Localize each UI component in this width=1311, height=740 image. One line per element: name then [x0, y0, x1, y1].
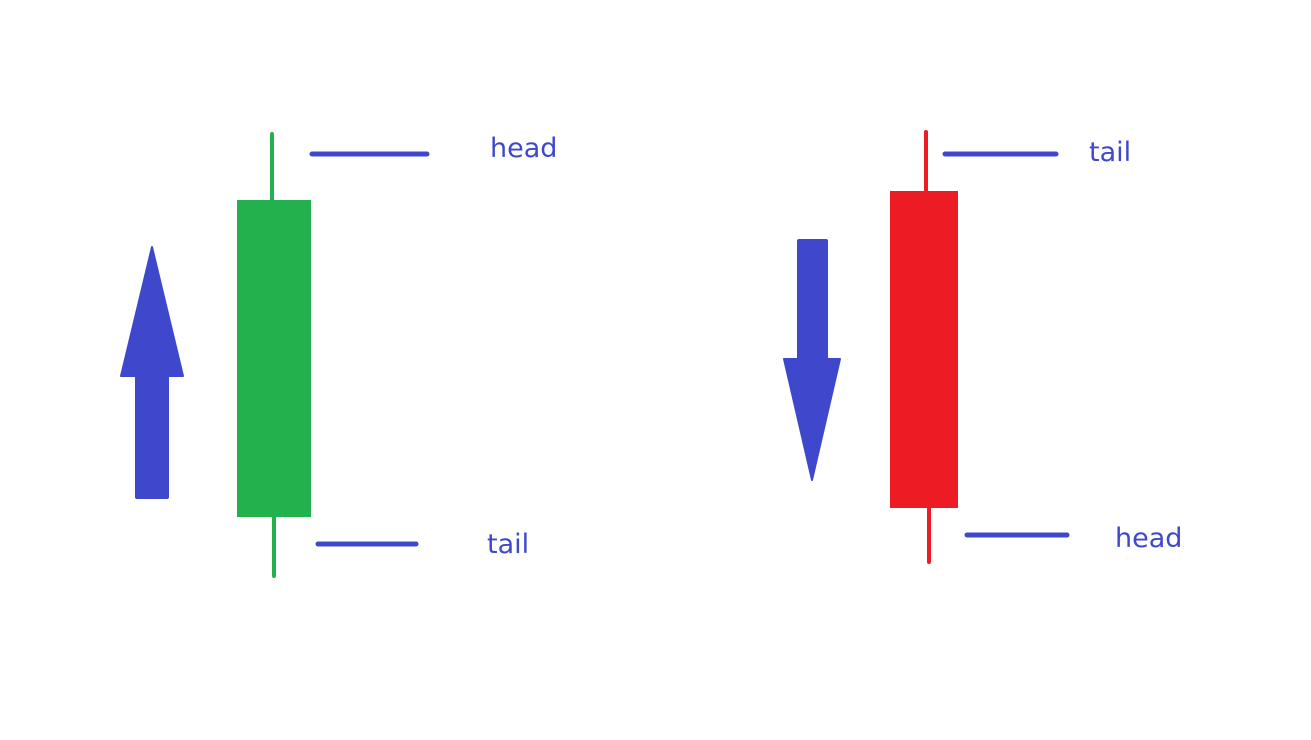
- bearish-candle-group: tail head: [783, 130, 1182, 564]
- green-candle: [237, 132, 311, 578]
- arrow-down-head: [783, 358, 841, 481]
- bullish-head-label: head: [490, 133, 557, 164]
- arrow-up-head: [120, 246, 184, 377]
- bearish-tail-label: tail: [1089, 137, 1131, 168]
- bullish-candle-group: head tail: [120, 132, 557, 578]
- arrow-up-shaft: [135, 372, 169, 499]
- arrow-down-shaft: [797, 239, 828, 363]
- green-candle-body: [237, 200, 311, 517]
- bearish-head-label: head: [1115, 523, 1182, 554]
- bullish-tail-label: tail: [487, 529, 529, 560]
- red-candle-body: [890, 191, 958, 508]
- red-candle: [890, 130, 958, 564]
- arrow-down-icon: [783, 239, 841, 481]
- arrow-up-icon: [120, 246, 184, 499]
